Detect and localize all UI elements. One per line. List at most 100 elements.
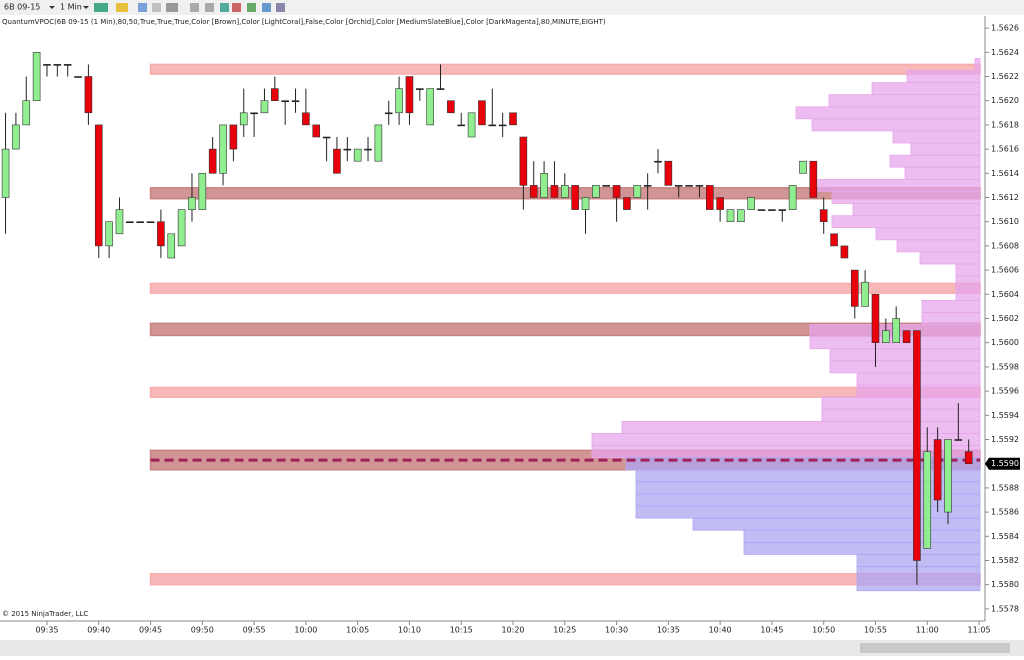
candle-body bbox=[664, 160, 673, 186]
candle-body bbox=[167, 233, 176, 259]
candle-body bbox=[488, 124, 497, 127]
profile-bar bbox=[892, 130, 981, 144]
candle-body bbox=[902, 330, 911, 344]
zoom-icon[interactable] bbox=[166, 3, 178, 12]
candle-body bbox=[529, 185, 538, 198]
profile-bar bbox=[852, 203, 981, 217]
candle-body bbox=[788, 185, 797, 210]
candle-body bbox=[302, 112, 310, 126]
profile-bar bbox=[910, 142, 981, 156]
dropdown-arrow[interactable] bbox=[49, 6, 55, 9]
candle-body bbox=[643, 185, 652, 187]
x-tick-label: 11:05 bbox=[968, 626, 991, 635]
x-tick-label: 10:20 bbox=[501, 626, 524, 635]
profile-bar bbox=[795, 106, 981, 120]
y-tick-label: 1.5606 bbox=[991, 266, 1019, 275]
profile-bar bbox=[743, 542, 981, 555]
vpoc-zone bbox=[149, 63, 981, 75]
candle-body bbox=[623, 197, 631, 210]
candle-body bbox=[94, 124, 103, 247]
last-price-label: 1.5590 bbox=[991, 459, 1019, 468]
tool-icon[interactable] bbox=[276, 3, 285, 12]
candle-body bbox=[674, 185, 683, 187]
candle-body bbox=[861, 281, 869, 307]
y-tick-label: 1.5608 bbox=[991, 241, 1019, 250]
x-tick-label: 09:50 bbox=[191, 626, 214, 635]
candle-body bbox=[685, 185, 693, 187]
profile-bar bbox=[974, 58, 981, 71]
tool-icon[interactable] bbox=[205, 3, 214, 12]
profile-bar bbox=[889, 154, 981, 168]
candle-body bbox=[384, 112, 393, 115]
candle-body bbox=[695, 185, 704, 187]
tool-icon[interactable] bbox=[152, 3, 161, 12]
candle-body bbox=[115, 209, 124, 235]
candle-body bbox=[560, 185, 569, 198]
tool-icon[interactable] bbox=[232, 3, 241, 12]
candle-body bbox=[271, 88, 279, 101]
candle-body bbox=[43, 64, 51, 66]
bar-type-icon[interactable] bbox=[94, 3, 108, 12]
x-tick-label: 09:35 bbox=[35, 626, 58, 635]
candle-body bbox=[353, 148, 362, 162]
interval-selector[interactable]: 1 Min bbox=[60, 3, 82, 12]
copyright: © 2015 NinjaTrader, LLC bbox=[2, 610, 88, 618]
profile-bar bbox=[817, 178, 981, 192]
x-tick-label: 10:00 bbox=[294, 626, 317, 635]
scroll-thumb[interactable] bbox=[860, 643, 1010, 653]
candle-body bbox=[364, 148, 372, 151]
candle-body bbox=[405, 76, 414, 114]
candle-body bbox=[395, 88, 403, 114]
y-tick-label: 1.5620 bbox=[991, 96, 1019, 105]
candle-body bbox=[426, 88, 434, 126]
candle-body bbox=[126, 221, 134, 223]
tool-icon[interactable] bbox=[190, 3, 199, 12]
y-tick-label: 1.5622 bbox=[991, 72, 1019, 81]
y-tick-label: 1.5592 bbox=[991, 435, 1019, 444]
candle-body bbox=[913, 330, 921, 561]
candle-body bbox=[768, 209, 776, 211]
candle-body bbox=[850, 269, 859, 307]
scrollbar[interactable] bbox=[0, 640, 1024, 656]
dropdown-arrow[interactable] bbox=[83, 6, 89, 9]
candle-body bbox=[12, 124, 20, 150]
candle-body bbox=[726, 209, 735, 223]
candle-body bbox=[633, 185, 642, 198]
profile-bar bbox=[831, 215, 981, 229]
candle-body bbox=[229, 124, 238, 150]
y-tick-label: 1.5610 bbox=[991, 217, 1019, 226]
candle-body bbox=[53, 64, 62, 66]
y-tick-label: 1.5616 bbox=[991, 145, 1019, 154]
y-tick-label: 1.5588 bbox=[991, 483, 1019, 492]
candle-body bbox=[716, 197, 724, 210]
candle-body bbox=[177, 209, 186, 247]
candle-body bbox=[498, 124, 507, 127]
candle-body bbox=[457, 124, 466, 127]
candle-body bbox=[22, 100, 31, 126]
y-tick-label: 1.5594 bbox=[991, 411, 1019, 420]
profile-bar bbox=[621, 420, 981, 434]
x-tick-label: 10:25 bbox=[553, 626, 576, 635]
tool-icon[interactable] bbox=[262, 3, 271, 12]
x-tick-label: 10:55 bbox=[864, 626, 887, 635]
y-tick-label: 1.5600 bbox=[991, 338, 1019, 347]
x-tick-label: 10:45 bbox=[760, 626, 783, 635]
y-tick-label: 1.5582 bbox=[991, 556, 1019, 565]
x-tick-label: 10:50 bbox=[812, 626, 835, 635]
tool-icon[interactable] bbox=[220, 3, 229, 12]
tool-icon[interactable] bbox=[247, 3, 256, 12]
candle-body bbox=[343, 148, 352, 151]
candle-body bbox=[239, 112, 248, 126]
draw-tool-icon[interactable] bbox=[116, 3, 128, 12]
y-tick-label: 1.5586 bbox=[991, 508, 1019, 517]
instrument-selector[interactable]: 6B 09-15 bbox=[4, 3, 40, 12]
candle-body bbox=[63, 64, 72, 66]
candle-body bbox=[260, 100, 269, 114]
candle-body bbox=[74, 76, 82, 78]
candle-body bbox=[105, 221, 113, 247]
candle-body bbox=[436, 88, 445, 90]
tool-icon[interactable] bbox=[138, 3, 147, 12]
profile-bar bbox=[955, 263, 981, 277]
y-tick-label: 1.5626 bbox=[991, 24, 1019, 33]
